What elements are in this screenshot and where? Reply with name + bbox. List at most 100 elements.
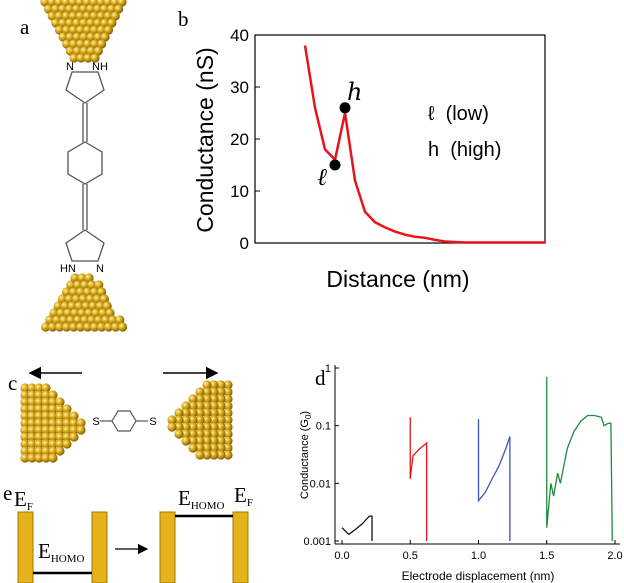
- gold-atom: [202, 450, 212, 460]
- gold-atom: [216, 387, 226, 397]
- x-tick-label: 1.0: [471, 550, 486, 562]
- gold-atom: [79, 18, 89, 28]
- gold-atom: [114, 4, 124, 14]
- panel-label: c: [8, 371, 17, 395]
- gold-atom: [174, 429, 184, 439]
- gold-atom: [69, 418, 79, 428]
- gold-atom: [93, 32, 103, 42]
- gold-atom: [95, 301, 105, 311]
- point-dot: [339, 102, 351, 114]
- gold-atom: [209, 401, 219, 411]
- gold-atom: [188, 443, 198, 453]
- gold-atom: [48, 425, 58, 435]
- gold-atom: [54, 25, 65, 35]
- gold-atom: [181, 415, 191, 425]
- gold-atom: [60, 301, 70, 311]
- gold-atom: [58, 4, 68, 14]
- data-line: [546, 376, 613, 542]
- gold-atom: [78, 294, 88, 304]
- gold-atom: [202, 415, 212, 425]
- gold-atom: [83, 287, 93, 297]
- data-line: [477, 419, 511, 541]
- y-tick-label: 10: [230, 182, 249, 201]
- gold-atom: [107, 4, 117, 14]
- gold-atom: [83, 39, 93, 49]
- gold-atom: [93, 4, 103, 14]
- gold-atom: [65, 18, 75, 28]
- gold-atom: [72, 18, 82, 28]
- gold-atom: [188, 436, 198, 446]
- gold-atom: [89, 25, 100, 35]
- gold-atom: [174, 422, 184, 432]
- gold-atom: [98, 308, 108, 318]
- gold-atom: [48, 439, 58, 449]
- gold-atom: [195, 422, 205, 432]
- gold-atom: [167, 415, 177, 425]
- gold-atom: [20, 439, 30, 449]
- gold-atom: [73, 315, 83, 325]
- gold-atom: [86, 4, 96, 14]
- gold-atom: [209, 408, 219, 418]
- gold-atom: [41, 439, 51, 449]
- gold-atom: [76, 418, 86, 428]
- gold-atom: [209, 436, 219, 446]
- gold-atom: [76, 322, 86, 332]
- gold-atom: [209, 429, 219, 439]
- gold-atom: [202, 408, 212, 418]
- gold-atom: [20, 432, 30, 442]
- x-tick-label: 0.5: [403, 550, 418, 562]
- gold-atom: [209, 387, 219, 397]
- gold-atom: [20, 390, 30, 400]
- point-dot: [329, 159, 341, 171]
- gold-atom: [64, 294, 74, 304]
- gold-atom: [209, 415, 219, 425]
- gold-atom: [48, 397, 58, 407]
- gold-atom: [44, 4, 54, 14]
- gold-atom: [223, 443, 233, 453]
- gold-atom: [223, 380, 233, 390]
- atom: NH: [92, 61, 108, 73]
- gold-atom: [202, 429, 212, 439]
- gold-atom: [97, 322, 107, 332]
- gold-atom: [27, 418, 37, 428]
- gold-atom: [188, 408, 198, 418]
- gold-atom: [65, 32, 75, 42]
- gold-atom: [48, 418, 58, 428]
- gold-atom: [45, 315, 55, 325]
- gold-atom: [72, 4, 82, 14]
- y-tick-label: 40: [230, 26, 249, 45]
- gold-atom: [90, 287, 100, 297]
- x-tick-label: 0.0: [334, 550, 349, 562]
- gold-atom: [34, 453, 44, 463]
- gold-atom: [20, 418, 30, 428]
- gold-atom: [87, 315, 97, 325]
- gold-atom: [48, 390, 58, 400]
- gold-atom: [216, 380, 226, 390]
- gold-atom: [105, 308, 115, 318]
- gold-atom: [55, 432, 65, 442]
- gold-atom: [103, 11, 113, 21]
- gold-atom: [188, 422, 198, 432]
- gold-atom: [34, 411, 44, 421]
- gold-atom: [47, 11, 57, 21]
- gold-atom: [115, 315, 125, 325]
- gold-atom: [104, 322, 114, 332]
- gold-atom: [67, 301, 77, 311]
- gold-atom: [87, 280, 97, 290]
- gold-atom: [86, 32, 96, 42]
- gold-atom: [102, 301, 112, 311]
- x-axis-label: Electrode displacement (nm): [402, 569, 555, 583]
- atom: S: [92, 416, 99, 428]
- gold-atom: [27, 383, 37, 393]
- gold-atom: [209, 380, 219, 390]
- gold-atom: [55, 418, 65, 428]
- gold-atom: [71, 294, 81, 304]
- gold-atom: [84, 308, 94, 318]
- gold-atom: [27, 390, 37, 400]
- gold-atom: [27, 439, 37, 449]
- gold-atom: [69, 39, 79, 49]
- gold-atom: [216, 436, 226, 446]
- gold-atom: [49, 308, 59, 318]
- gold-atom: [84, 273, 94, 283]
- gold-atom: [65, 46, 75, 56]
